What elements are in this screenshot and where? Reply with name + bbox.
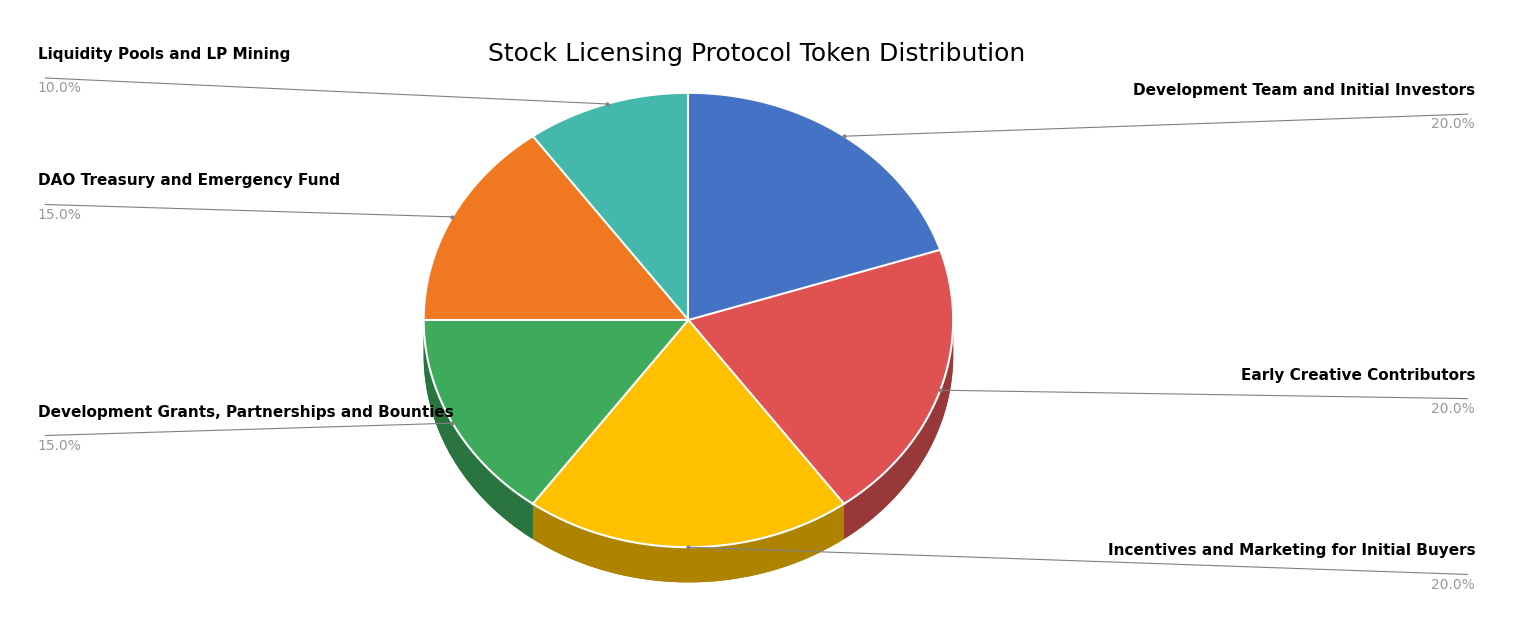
- Text: Stock Licensing Protocol Token Distribution: Stock Licensing Protocol Token Distribut…: [487, 42, 1026, 65]
- Text: 15.0%: 15.0%: [38, 439, 82, 452]
- Text: 20.0%: 20.0%: [1431, 402, 1475, 416]
- Polygon shape: [688, 93, 940, 320]
- Text: Liquidity Pools and LP Mining: Liquidity Pools and LP Mining: [38, 47, 290, 62]
- Polygon shape: [424, 320, 533, 539]
- Text: DAO Treasury and Emergency Fund: DAO Treasury and Emergency Fund: [38, 173, 340, 188]
- Polygon shape: [533, 93, 688, 320]
- Text: 20.0%: 20.0%: [1431, 578, 1475, 591]
- Polygon shape: [533, 504, 844, 582]
- Polygon shape: [844, 320, 953, 539]
- Text: Incentives and Marketing for Initial Buyers: Incentives and Marketing for Initial Buy…: [1108, 543, 1475, 559]
- Text: 10.0%: 10.0%: [38, 81, 82, 95]
- Polygon shape: [688, 250, 953, 504]
- Polygon shape: [424, 136, 688, 320]
- Text: Development Team and Initial Investors: Development Team and Initial Investors: [1133, 83, 1475, 98]
- Text: 20.0%: 20.0%: [1431, 117, 1475, 131]
- Polygon shape: [424, 320, 533, 539]
- Text: 15.0%: 15.0%: [38, 207, 82, 221]
- Polygon shape: [533, 320, 844, 547]
- Text: Early Creative Contributors: Early Creative Contributors: [1241, 367, 1475, 383]
- Polygon shape: [844, 321, 953, 539]
- Polygon shape: [424, 320, 688, 504]
- Text: Development Grants, Partnerships and Bounties: Development Grants, Partnerships and Bou…: [38, 404, 454, 420]
- Polygon shape: [533, 504, 844, 582]
